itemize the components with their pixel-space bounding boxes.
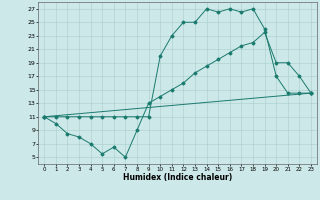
X-axis label: Humidex (Indice chaleur): Humidex (Indice chaleur) [123, 173, 232, 182]
